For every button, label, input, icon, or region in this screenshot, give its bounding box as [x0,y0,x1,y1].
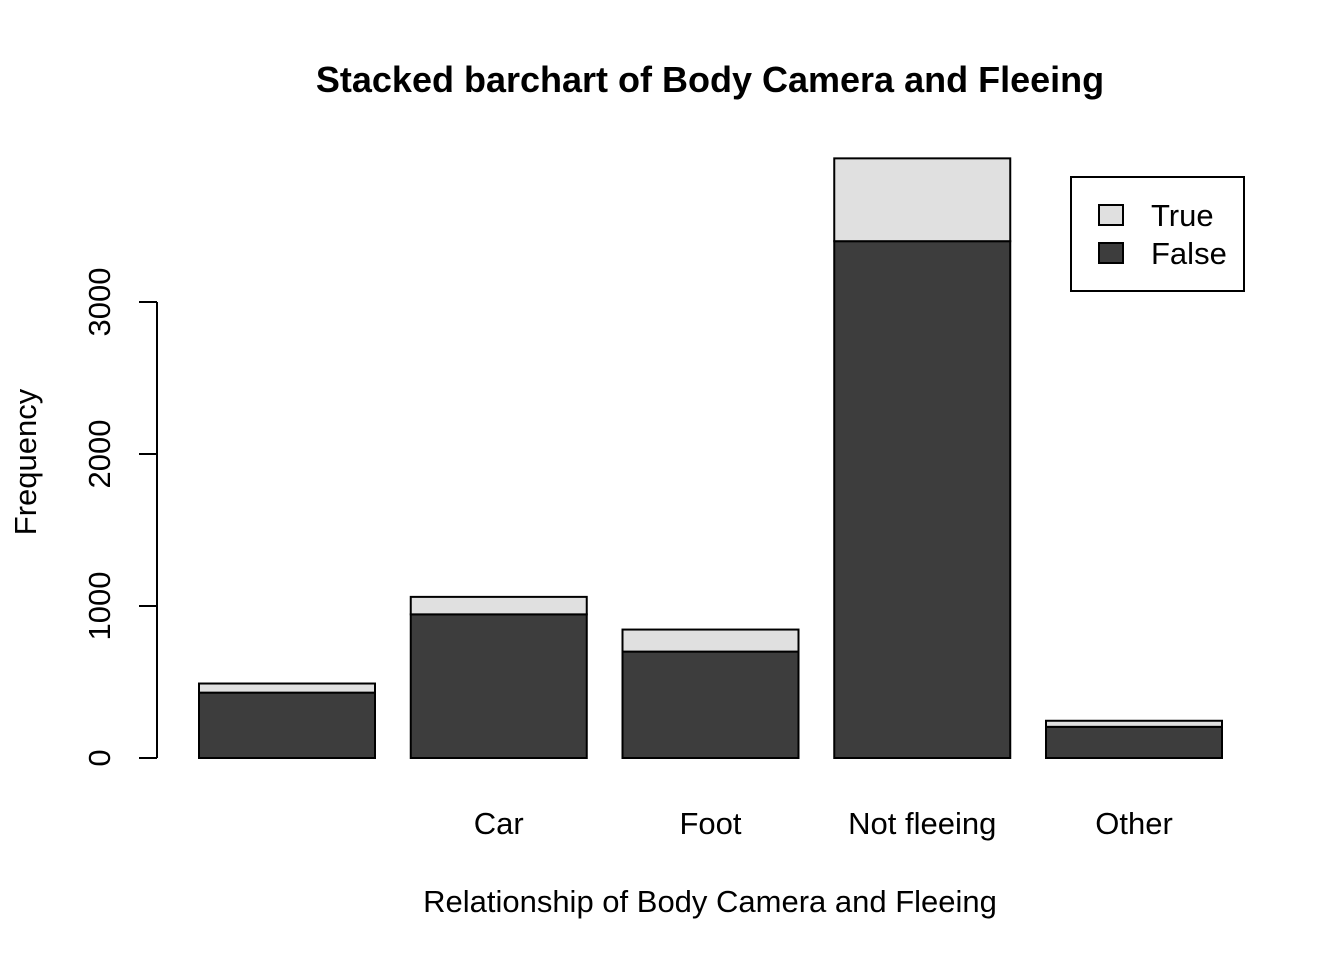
x-tick-labels: Car Foot Not fleeing Other [474,806,1173,841]
bar-true-4 [1045,719,1223,728]
bars-group [198,157,1223,760]
y-tick-label: 3000 [82,268,117,337]
bar-false-0 [198,691,376,760]
bar-false-3 [833,240,1012,759]
x-tick-label: Not fleeing [848,806,996,841]
legend-label-true: True [1151,198,1214,233]
legend-label-false: False [1151,236,1227,271]
legend-box [1070,176,1245,292]
bar-true-3 [833,157,1012,243]
legend-swatch-false [1098,242,1124,264]
y-tick-label: 2000 [82,420,117,489]
y-tick-label: 0 [82,749,117,766]
x-tick-label: Car [474,806,524,841]
bar-false-1 [409,613,588,759]
bar-true-1 [409,595,588,616]
y-tick-label: 1000 [82,572,117,641]
bar-false-4 [1045,725,1223,760]
y-axis-label: Frequency [8,388,43,535]
x-axis-label: Relationship of Body Camera and Fleeing [423,884,997,919]
y-axis: 0 1000 2000 3000 [82,268,158,767]
chart-title: Stacked barchart of Body Camera and Flee… [316,59,1104,100]
x-tick-label: Other [1095,806,1173,841]
bar-false-2 [621,650,800,759]
legend-swatch-true [1098,204,1124,226]
bar-true-2 [621,628,800,653]
x-tick-label: Foot [679,806,741,841]
bar-true-0 [198,682,376,694]
